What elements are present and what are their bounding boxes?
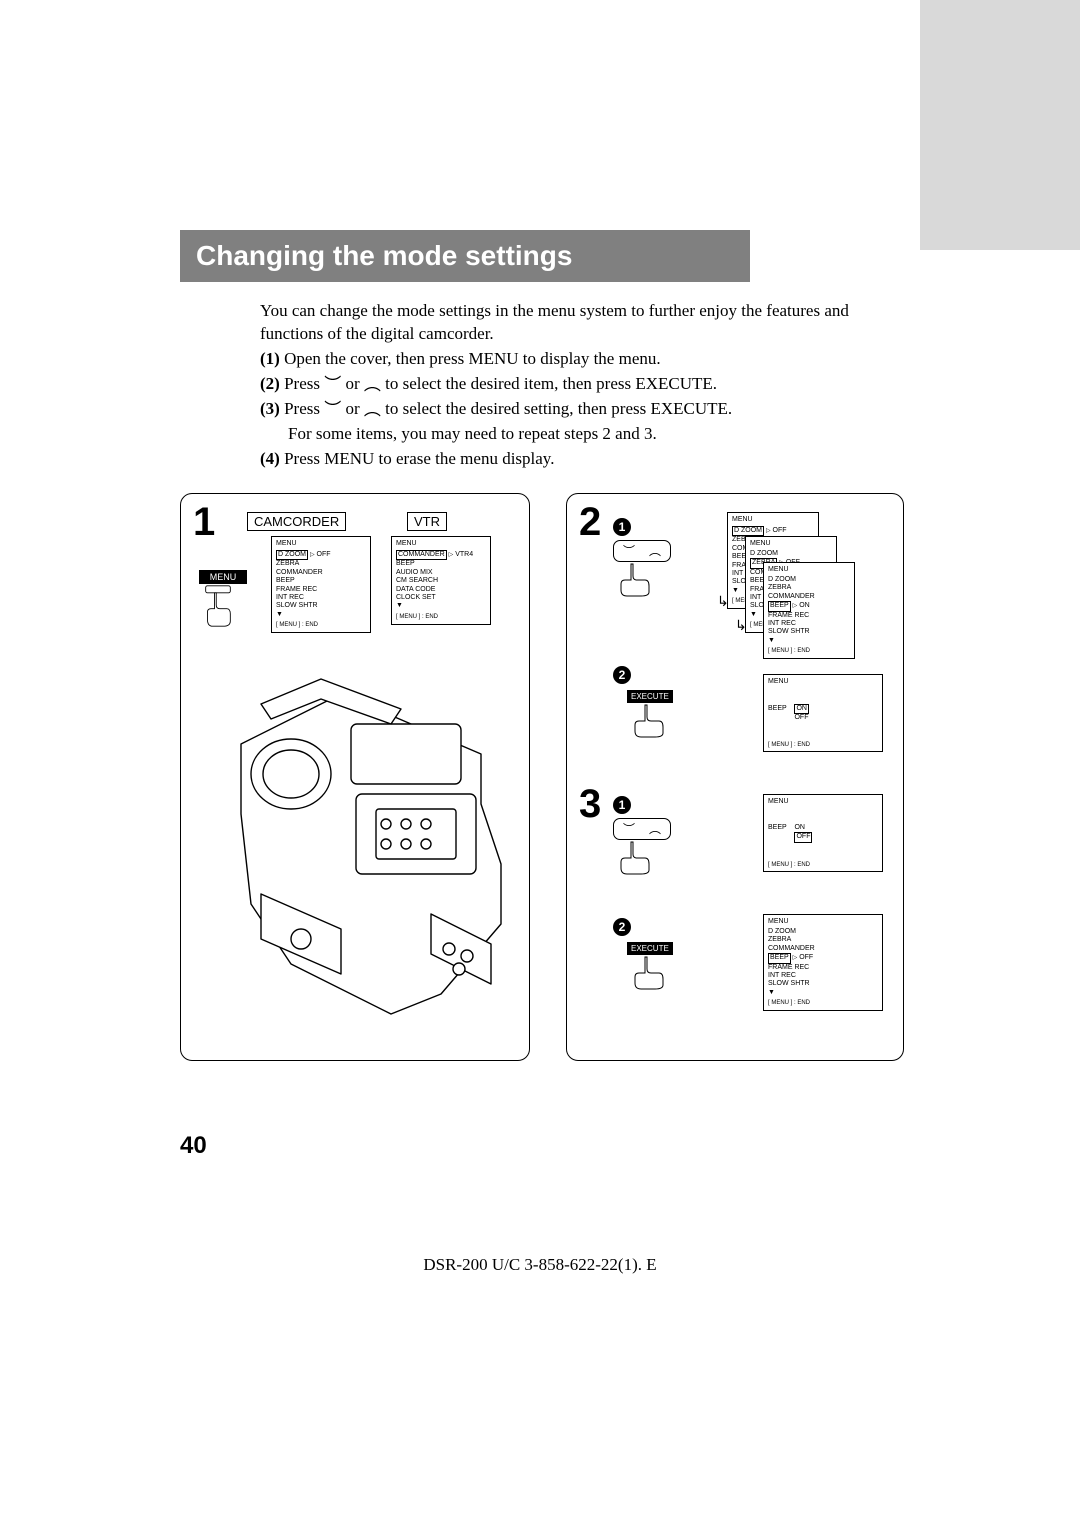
big-number-1: 1 (193, 500, 215, 545)
up-arrow-button-icon: ︵ (645, 822, 665, 836)
circled-1-icon: 1 (613, 518, 631, 536)
cascade-arrow-icon: ↳ (717, 594, 729, 611)
cascade-arrow-icon: ↳ (735, 618, 747, 635)
intro-lead: You can change the mode settings in the … (260, 300, 900, 346)
diagram-row: 1 CAMCORDER VTR MENU MENUD ZOOM ▷ OFFZEB… (180, 493, 920, 1061)
document-footer: DSR-200 U/C 3-858-622-22(1). E (0, 1255, 1080, 1275)
menu-screen-3a: MENUBEEP ONBEEP OFF[ MENU ] : END (763, 794, 883, 872)
panel-1: 1 CAMCORDER VTR MENU MENUD ZOOM ▷ OFFZEB… (180, 493, 530, 1061)
vtr-mode-label: VTR (407, 512, 447, 531)
down-arrow-icon: ︶ (324, 401, 341, 418)
step-2-num: (2) (260, 374, 280, 393)
execute-button-label: EXECUTE (627, 690, 673, 703)
step-4: (4) Press MENU to erase the menu display… (260, 448, 900, 471)
section-title: Changing the mode settings (180, 230, 750, 282)
menu-screen-camcorder: MENUD ZOOM ▷ OFFZEBRACOMMANDERBEEPFRAME … (271, 536, 371, 634)
step3-sub2: 2 (613, 918, 631, 936)
step-1: (1) Open the cover, then press MENU to d… (260, 348, 900, 371)
hand-press-icon (199, 584, 237, 628)
panel-2-3: 2 3 1 ︶ ︵ MENUD ZOOM ▷ OFFZEBRACOMMANDER… (566, 493, 904, 1061)
execute-button-label: EXECUTE (627, 942, 673, 955)
step-3-text-c: to select the desired setting, then pres… (385, 399, 732, 418)
menu-button: MENU (199, 570, 247, 633)
step-3-text-a: Press (284, 399, 324, 418)
step-2-text-b: or (345, 374, 363, 393)
menu-button-label: MENU (199, 570, 247, 584)
step-3-num: (3) (260, 399, 280, 418)
circled-1-icon: 1 (613, 796, 631, 814)
big-number-3: 3 (579, 782, 601, 827)
step-3-extra: For some items, you may need to repeat s… (260, 423, 900, 446)
menu-screen-vtr: MENUCOMMANDER ▷ VTR4BEEPAUDIO MIXCM SEAR… (391, 536, 491, 625)
hand-press-icon (627, 703, 671, 739)
hand-press-icon (613, 840, 657, 876)
step-4-num: (4) (260, 449, 280, 468)
step-1-text: Open the cover, then press MENU to displ… (284, 349, 661, 368)
step-3: (3) Press ︶ or ︵ to select the desired s… (260, 398, 900, 421)
cascade-screen-3: MENUD ZOOMZEBRACOMMANDERBEEP ▷ ONFRAME R… (763, 562, 855, 660)
page-sidebar-block (920, 0, 1080, 250)
page-content: Changing the mode settings You can chang… (180, 140, 920, 1061)
circled-2-icon: 2 (613, 666, 631, 684)
step-2-text-c: to select the desired item, then press E… (385, 374, 717, 393)
execute-press-3: EXECUTE (627, 942, 673, 996)
big-number-2: 2 (579, 500, 601, 545)
arrow-buttons-3-1: ︶ ︵ (613, 818, 671, 881)
down-arrow-icon: ︶ (324, 376, 341, 393)
step-1-num: (1) (260, 349, 280, 368)
up-arrow-button-icon: ︵ (645, 544, 665, 558)
step2-sub1: 1 (613, 518, 631, 536)
step-4-text: Press MENU to erase the menu display. (284, 449, 554, 468)
step-3-text-b: or (345, 399, 363, 418)
step3-sub1: 1 (613, 796, 631, 814)
camcorder-illustration (201, 664, 521, 1044)
menu-screen-3b: MENUD ZOOMZEBRACOMMANDERBEEP ▷ OFFFRAME … (763, 914, 883, 1012)
arrow-buttons-2-1: ︶ ︵ (613, 540, 671, 603)
menu-screen-2b: MENUBEEP ONBEEP OFF[ MENU ] : END (763, 674, 883, 752)
step-2: (2) Press ︶ or ︵ to select the desired i… (260, 373, 900, 396)
page-number: 40 (180, 1132, 207, 1160)
up-arrow-icon: ︵ (364, 401, 381, 418)
step-2-text-a: Press (284, 374, 324, 393)
circled-2-icon: 2 (613, 918, 631, 936)
up-arrow-icon: ︵ (364, 376, 381, 393)
camcorder-mode-label: CAMCORDER (247, 512, 346, 531)
hand-press-icon (627, 955, 671, 991)
step2-sub2: 2 (613, 666, 631, 684)
intro-text: You can change the mode settings in the … (260, 300, 900, 471)
execute-press-2: EXECUTE (627, 690, 673, 744)
down-arrow-button-icon: ︶ (619, 822, 639, 836)
hand-press-icon (613, 562, 657, 598)
down-arrow-button-icon: ︶ (619, 544, 639, 558)
